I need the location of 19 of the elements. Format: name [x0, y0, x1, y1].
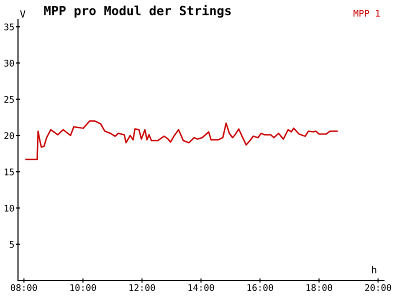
y-tick-label: 35 [4, 24, 14, 30]
y-tick-label: 10 [4, 204, 14, 212]
y-axis-title: V [20, 10, 26, 18]
x-axis-title: h [372, 266, 376, 274]
y-tick-label: 15 [4, 168, 14, 176]
chart-title: MPP pro Modul der Strings [44, 4, 231, 18]
line-series [25, 120, 338, 160]
y-tick-label: 25 [4, 96, 14, 103]
x-tick-label: 12:00 [129, 284, 155, 292]
x-tick-label: 16:00 [248, 284, 274, 292]
x-tick-label: 10:00 [70, 284, 96, 292]
text: MPP 1 [354, 10, 380, 17]
x-tick-label: 18:00 [306, 284, 332, 292]
x-tick-label: 08:00 [10, 284, 37, 292]
y-tick-label: 30 [4, 60, 14, 67]
x-tick-label: 14:00 [188, 284, 214, 292]
x-tick-label: 20:00 [365, 284, 392, 292]
y-tick-label: 5 [10, 241, 14, 248]
y-tick-label: 20 [4, 132, 14, 140]
